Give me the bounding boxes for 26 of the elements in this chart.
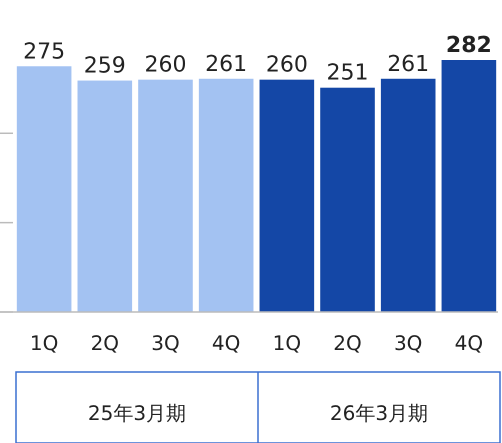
data-label: 260 (266, 52, 308, 78)
x-tick-label: 3Q (394, 331, 422, 355)
data-label: 251 (326, 60, 369, 86)
data-label: 261 (387, 52, 430, 77)
x-tick-label: 4Q (212, 331, 240, 355)
x-tick-label: 3Q (151, 331, 180, 355)
bar (320, 88, 375, 312)
bar (16, 66, 72, 312)
data-label: 275 (23, 39, 66, 64)
text: 25年3月期 (88, 401, 186, 425)
text: 26年3月期 (330, 401, 428, 425)
x-tick-label: 1Q (30, 331, 58, 355)
bar (260, 80, 314, 312)
x-tick-label: 2Q (90, 331, 120, 355)
x-tick-label: 4Q (454, 331, 484, 355)
x-tick-label: 1Q (272, 331, 302, 355)
bar (442, 60, 496, 312)
bar (380, 78, 436, 312)
data-label: 260 (144, 52, 186, 78)
data-label: 282 (446, 33, 492, 58)
bar (138, 80, 193, 312)
data-label: 259 (84, 54, 126, 79)
data-label: 261 (205, 52, 248, 77)
bar (78, 80, 132, 312)
x-tick-label: 2Q (333, 331, 362, 355)
bar (198, 78, 254, 312)
